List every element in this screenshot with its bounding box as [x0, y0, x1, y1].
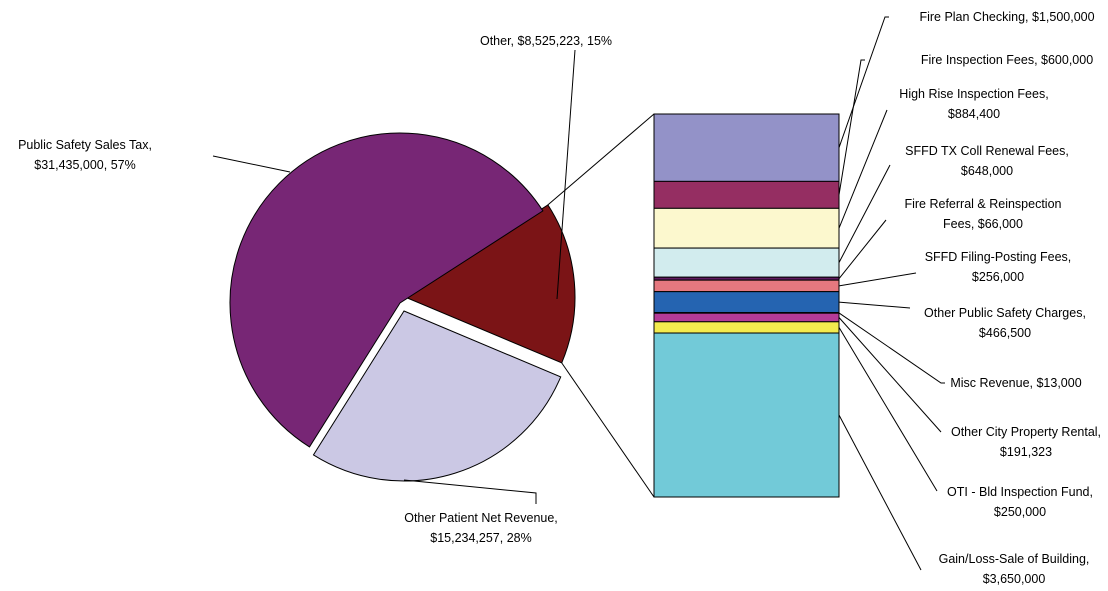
bar-label-gain-loss-sale-of-building-line: Gain/Loss-Sale of Building,	[939, 552, 1090, 566]
leader-line-misc-revenue	[838, 312, 945, 384]
leader-line-fire-inspection-fees	[838, 59, 865, 195]
bar-segment-sffd-tx-coll-renewal-fees	[653, 247, 840, 278]
pie	[229, 132, 576, 482]
bar-label-sffd-tx-coll-renewal-fees-line: SFFD TX Coll Renewal Fees,	[905, 144, 1069, 158]
bar-label-oti-bld-inspection-fund-line: OTI - Bld Inspection Fund,	[947, 485, 1093, 499]
leader-line-other	[556, 49, 576, 300]
bar-label-other-public-safety-charges-line: $466,500	[979, 326, 1031, 340]
pie-label-other: Other, $8,525,223, 15%	[480, 34, 612, 48]
bar-label-misc-revenue: Misc Revenue, $13,000	[950, 376, 1081, 390]
bar-segment-other-public-safety-charges	[653, 291, 840, 314]
bar-label-fire-referral-reinspection-fees-line: Fire Referral & Reinspection	[904, 197, 1061, 211]
pie-label-other-patient-net-revenue: Other Patient Net Revenue, $15,234,257, 2…	[404, 511, 558, 545]
bar-label-other-public-safety-charges-line: Other Public Safety Charges,	[924, 306, 1086, 320]
bar-segment-other-city-property-rental	[653, 312, 840, 323]
pie-label-other-line: Other, $8,525,223, 15%	[480, 34, 612, 48]
leader-line-oti-bld-inspection-fund	[838, 327, 938, 492]
bar-label-fire-referral-reinspection-fees: Fire Referral & Reinspection Fees, $66,00…	[904, 197, 1061, 231]
bar-segment-high-rise-inspection-fees	[653, 207, 840, 249]
bar-label-misc-revenue-line: Misc Revenue, $13,000	[950, 376, 1081, 390]
bar-label-fire-inspection-fees-line: Fire Inspection Fees, $600,000	[921, 53, 1093, 67]
data-labels: Other, $8,525,223, 15% Other Patient Net …	[18, 10, 1101, 586]
pie-label-public-safety-sales-tax-line: $31,435,000, 57%	[34, 158, 135, 172]
pie-label-other-patient-net-revenue-line: Other Patient Net Revenue,	[404, 511, 558, 525]
bar-segment-sffd-filing-posting-fees	[653, 279, 840, 293]
leader-line-sffd-filing-posting-fees	[838, 272, 917, 287]
bar-label-high-rise-inspection-fees-line: High Rise Inspection Fees,	[899, 87, 1048, 101]
bar-segment-gain-loss-sale-of-building	[653, 332, 840, 498]
leader-line-other-patient-net-revenue	[403, 479, 537, 504]
bar-label-fire-plan-checking-line: Fire Plan Checking, $1,500,000	[919, 10, 1094, 24]
bar-label-other-public-safety-charges: Other Public Safety Charges, $466,500	[924, 306, 1086, 340]
bar-label-gain-loss-sale-of-building-line: $3,650,000	[983, 572, 1046, 586]
pie-to-bar-connectors	[547, 113, 655, 498]
bar-label-other-city-property-rental: Other City Property Rental, $191,323	[951, 425, 1101, 459]
bar-label-fire-inspection-fees: Fire Inspection Fees, $600,000	[921, 53, 1093, 67]
bar-segment-oti-bld-inspection-fund	[653, 321, 840, 334]
leader-line-other-city-property-rental	[838, 317, 942, 433]
bar-label-high-rise-inspection-fees-line: $884,400	[948, 107, 1000, 121]
leader-line-high-rise-inspection-fees	[838, 109, 888, 229]
pie-slice-other-patient-net-revenue	[312, 310, 562, 482]
bar-label-oti-bld-inspection-fund: OTI - Bld Inspection Fund, $250,000	[947, 485, 1093, 519]
bar-label-high-rise-inspection-fees: High Rise Inspection Fees, $884,400	[899, 87, 1048, 121]
leader-line-other-public-safety-charges	[838, 301, 911, 309]
pie-label-public-safety-sales-tax-line: Public Safety Sales Tax,	[18, 138, 152, 152]
bar-label-oti-bld-inspection-fund-line: $250,000	[994, 505, 1046, 519]
bar-label-sffd-filing-posting-fees: SFFD Filing-Posting Fees, $256,000	[925, 250, 1072, 284]
pie-label-public-safety-sales-tax: Public Safety Sales Tax, $31,435,000, 57%	[18, 138, 152, 172]
bar-label-sffd-tx-coll-renewal-fees: SFFD TX Coll Renewal Fees, $648,000	[905, 144, 1069, 178]
bar-segment-fire-plan-checking	[653, 113, 840, 182]
bar-label-other-city-property-rental-line: $191,323	[1000, 445, 1052, 459]
leader-line-sffd-tx-coll-renewal-fees	[838, 164, 891, 263]
connector-line-bottom	[561, 362, 655, 498]
leader-line-public-safety-sales-tax	[212, 155, 291, 173]
bar-label-other-city-property-rental-line: Other City Property Rental,	[951, 425, 1101, 439]
bar-segment-fire-inspection-fees	[653, 180, 840, 209]
pie-slice-other	[403, 204, 576, 364]
stacked-breakdown-bar	[653, 113, 840, 498]
connector-line-top	[547, 113, 655, 206]
bar-label-fire-plan-checking: Fire Plan Checking, $1,500,000	[919, 10, 1094, 24]
bar-label-fire-referral-reinspection-fees-line: Fees, $66,000	[943, 217, 1023, 231]
pie-slice-public-safety-sales-tax	[229, 132, 544, 448]
leader-line-fire-plan-checking	[838, 16, 889, 148]
bar-label-gain-loss-sale-of-building: Gain/Loss-Sale of Building, $3,650,000	[939, 552, 1090, 586]
bar-label-sffd-filing-posting-fees-line: $256,000	[972, 270, 1024, 284]
bar-label-sffd-filing-posting-fees-line: SFFD Filing-Posting Fees,	[925, 250, 1072, 264]
leader-line-fire-referral-reinspection-fees	[838, 219, 887, 279]
pie-label-other-patient-net-revenue-line: $15,234,257, 28%	[430, 531, 531, 545]
leader-line-gain-loss-sale-of-building	[838, 414, 922, 571]
bar-label-sffd-tx-coll-renewal-fees-line: $648,000	[961, 164, 1013, 178]
